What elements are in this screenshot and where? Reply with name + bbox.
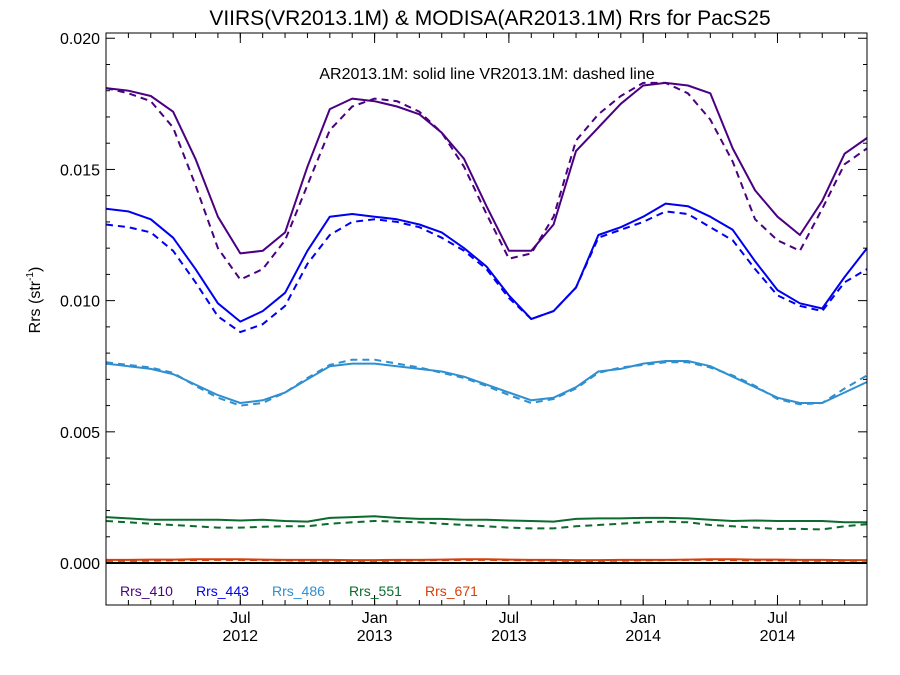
series-line-rrs-443-solid xyxy=(105,202,868,323)
legend-entry-rrs-671: Rrs_671 xyxy=(425,583,478,599)
chart-title: VIIRS(VR2013.1M) & MODISA(AR2013.1M) Rrs… xyxy=(209,7,770,30)
x-tick-label-year: 2014 xyxy=(625,628,661,645)
x-tick-label-year: 2014 xyxy=(760,628,796,645)
y-axis-label-close: ) xyxy=(27,267,44,272)
x-tick-label-month: Jul xyxy=(230,610,250,627)
x-tick-label-year: 2013 xyxy=(491,628,527,645)
series-line-rrs-551-solid xyxy=(105,515,867,524)
legend-entry-rrs-410: Rrs_410 xyxy=(120,583,173,599)
series-line-rrs-486-dashed xyxy=(105,358,868,407)
axes: 0.0000.0050.0100.0150.020Jul2012Jan2013J… xyxy=(60,31,868,645)
legend-entry-rrs-486: Rrs_486 xyxy=(272,583,325,599)
series-line-rrs-671-dashed xyxy=(106,558,867,562)
legend-entry-rrs-443: Rrs_443 xyxy=(196,583,249,599)
y-tick-label: 0.010 xyxy=(60,294,100,311)
series-line-rrs-410-solid xyxy=(105,81,868,255)
series-line-rrs-551-dashed xyxy=(105,520,868,531)
legend-entry-rrs-551: Rrs_551 xyxy=(349,583,402,599)
y-axis-label: Rrs (str-1) xyxy=(25,267,44,334)
series-line-rrs-443-dashed xyxy=(105,210,868,334)
y-tick-label: 0.020 xyxy=(60,31,100,48)
series-line-rrs-486-solid xyxy=(105,360,868,404)
x-tick-label-year: 2013 xyxy=(357,628,393,645)
x-tick-label-year: 2012 xyxy=(222,628,258,645)
y-axis-label-superscript: -1 xyxy=(25,272,36,281)
x-tick-label-month: Jan xyxy=(630,610,656,627)
x-tick-label-month: Jul xyxy=(767,610,787,627)
svg-text:Rrs (str-1): Rrs (str-1) xyxy=(25,267,44,334)
legend: Rrs_410 Rrs_443 Rrs_486 Rrs_551 Rrs_671 xyxy=(120,583,478,599)
y-tick-label: 0.015 xyxy=(60,162,100,179)
y-axis-label-main: Rrs (str xyxy=(27,280,44,333)
y-tick-label: 0.000 xyxy=(60,556,100,573)
series-line-rrs-410-dashed xyxy=(105,81,868,281)
x-tick-label-month: Jan xyxy=(362,610,388,627)
y-tick-label: 0.005 xyxy=(60,425,100,442)
x-tick-label-month: Jul xyxy=(499,610,519,627)
line-style-annotation: AR2013.1M: solid line VR2013.1M: dashed … xyxy=(319,66,654,83)
plot-area xyxy=(105,81,868,565)
